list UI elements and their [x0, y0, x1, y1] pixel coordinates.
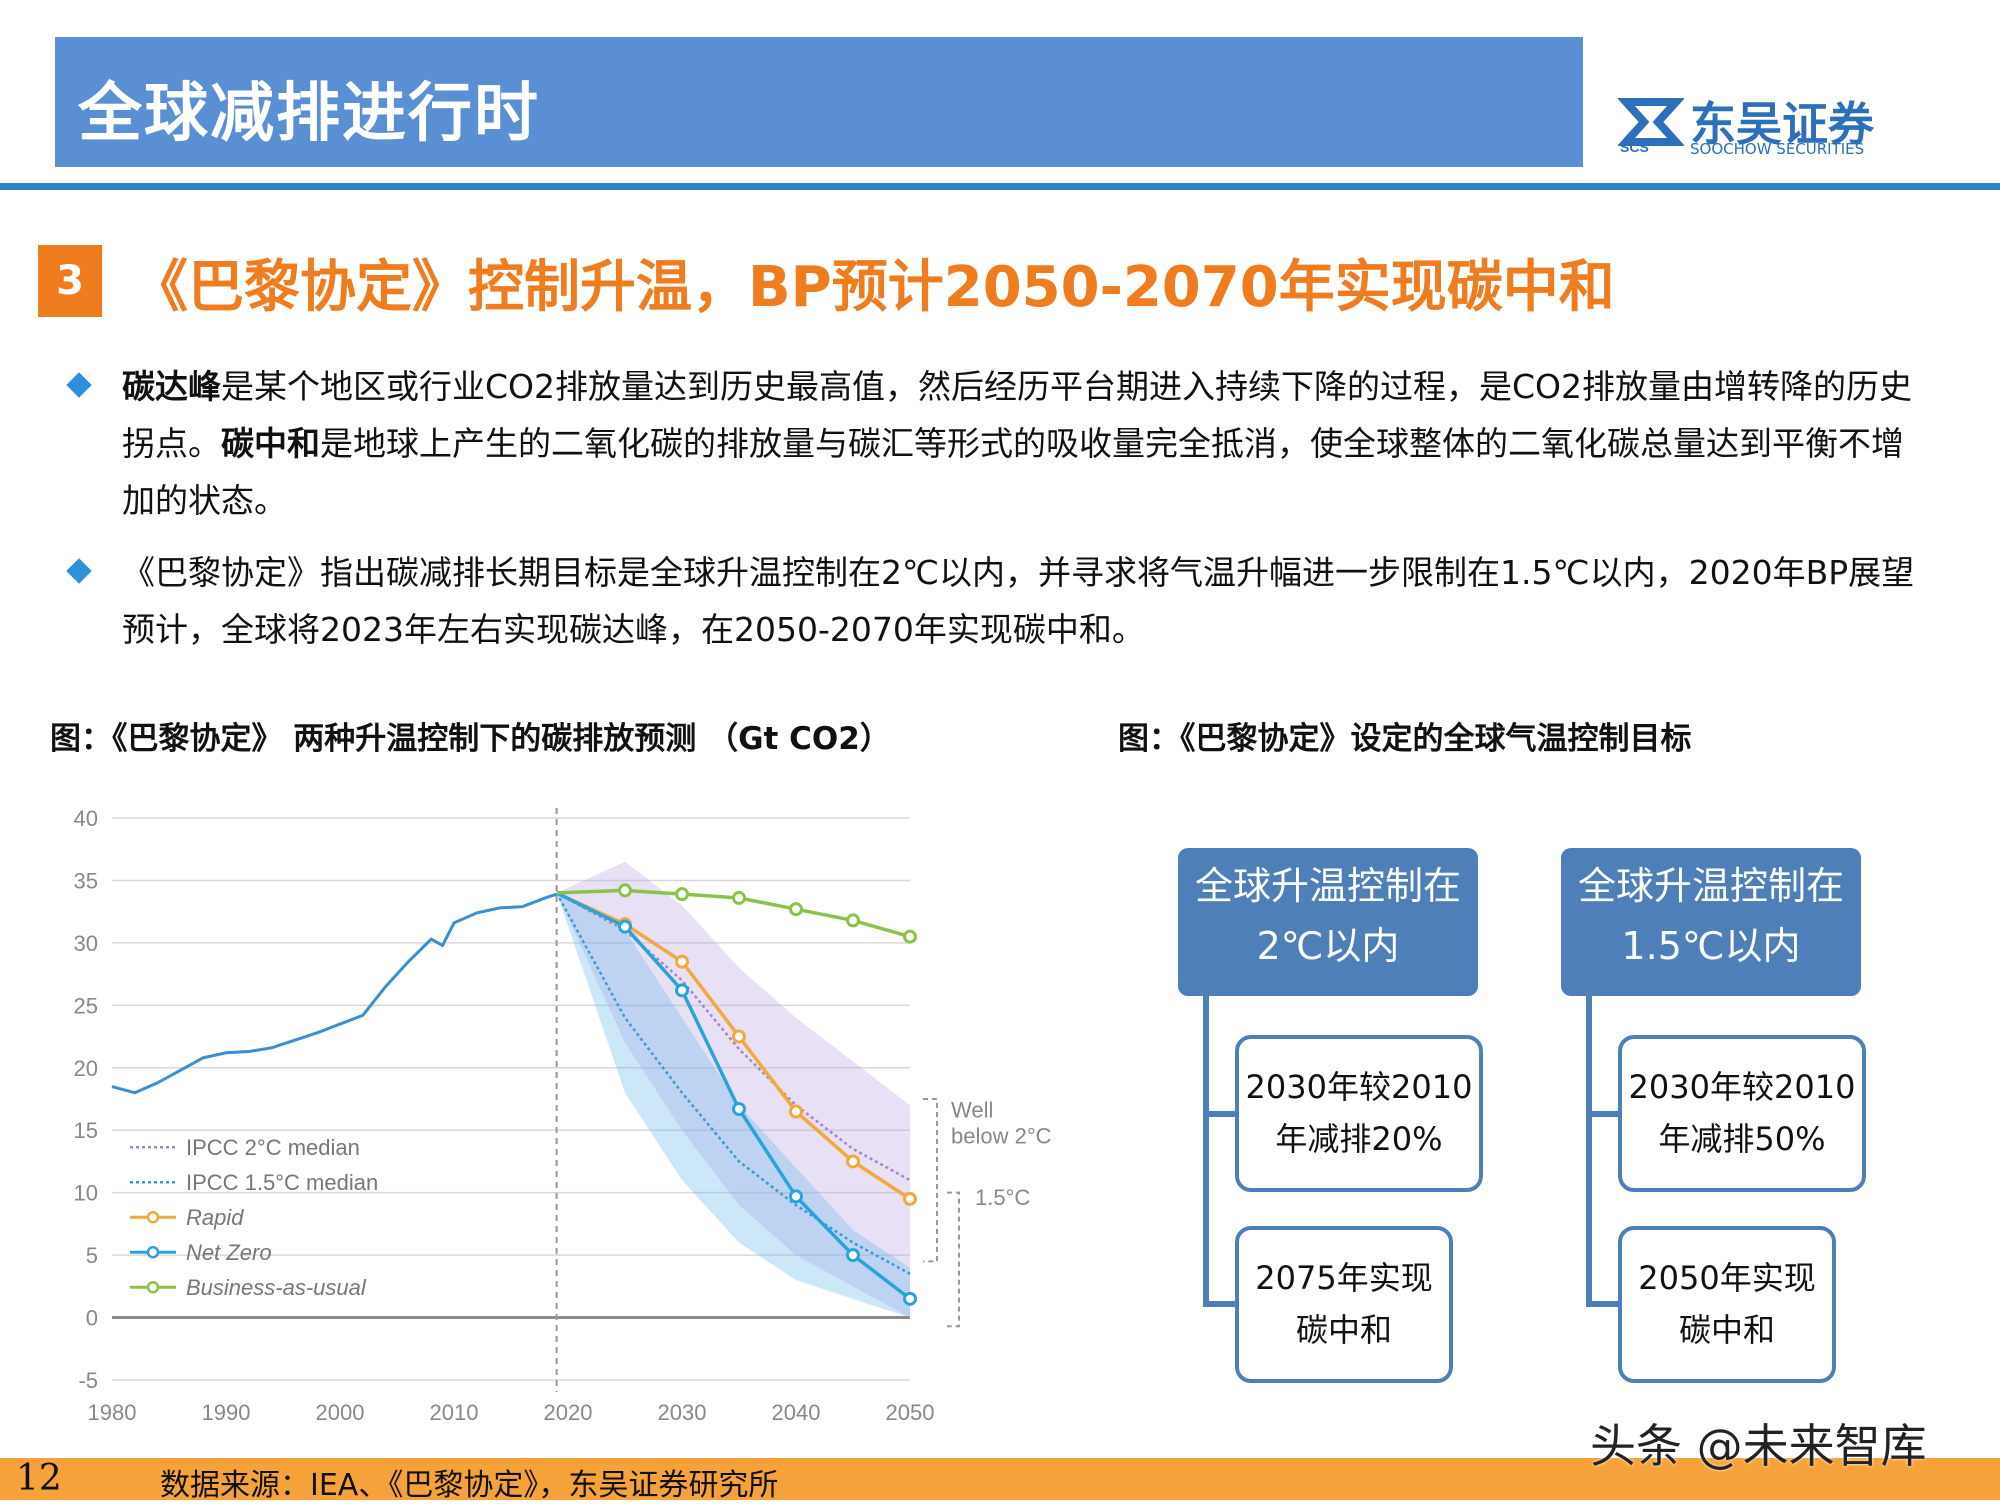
- tree-connector-left: [1203, 1301, 1237, 1307]
- target-neutral-2c-line1: 2075年实现: [1255, 1259, 1433, 1297]
- x-tick-label: 2050: [886, 1400, 935, 1425]
- x-tick-label: 2040: [772, 1400, 821, 1425]
- left-figure-caption: 图：《巴黎协定》 两种升温控制下的碳排放预测 （Gt CO2）: [50, 721, 891, 757]
- bracket-label: Well below 2°C: [951, 1098, 1052, 1149]
- bullet-paragraph-1: 碳达峰是某个地区或行业CO2排放量达到历史最高值，然后经历平台期进入持续下降的过…: [122, 358, 1932, 529]
- y-tick-label: 0: [86, 1306, 98, 1331]
- tree-connector-left: [1203, 995, 1209, 1307]
- band-2c: [556, 861, 910, 1318]
- term-neutral: 碳中和: [221, 424, 320, 463]
- legend-label: IPCC 2°C median: [186, 1135, 360, 1160]
- x-tick-label: 1980: [88, 1400, 137, 1425]
- target-2030-2c-line2: 年减排20%: [1275, 1120, 1443, 1158]
- page-number: 12: [16, 1458, 62, 1499]
- series-point: [732, 890, 746, 905]
- right-figure-caption: 图：《巴黎协定》设定的全球气温控制目标: [1118, 721, 1692, 757]
- goal-1-5c-line2: 1.5℃以内: [1621, 924, 1801, 968]
- bracket-label: 1.5°C: [975, 1185, 1030, 1210]
- definition-neutral: 是地球上产生的二氧化碳的排放量与碳汇等形式的吸收量完全抵消，使全球整体的二氧化碳…: [122, 424, 1904, 520]
- series-point: [789, 1104, 803, 1119]
- target-2030-2c: 2030年较2010 年减排20%: [1235, 1035, 1483, 1192]
- logo-mark-text: SCS: [1620, 139, 1649, 154]
- series-point: [618, 883, 632, 898]
- series-point: [732, 1101, 746, 1116]
- footer-bar: [0, 1458, 2000, 1500]
- series-point: [789, 902, 803, 917]
- bullet-diamond-icon: [66, 558, 92, 584]
- bracket-1-5c: [947, 1191, 960, 1328]
- y-tick-label: 15: [74, 1118, 98, 1143]
- target-2030-1-5c-line1: 2030年较2010: [1628, 1068, 1856, 1106]
- legend-marker: [146, 1245, 160, 1259]
- target-neutral-1-5c: 2050年实现 碳中和: [1618, 1226, 1836, 1383]
- series-point: [846, 1248, 860, 1263]
- data-source: 数据来源：IEA、《巴黎协定》，东吴证券研究所: [160, 1468, 779, 1503]
- header-bar: [55, 37, 1583, 167]
- tree-connector-left: [1203, 1111, 1237, 1117]
- x-tick-label: 2010: [430, 1400, 479, 1425]
- y-tick-label: 35: [74, 868, 98, 893]
- x-tick-label: 2020: [544, 1400, 593, 1425]
- legend-label: IPCC 1.5°C median: [186, 1170, 378, 1195]
- logo-subtext: SOOCHOW SECURITIES: [1690, 140, 1865, 158]
- x-tick-label: 1990: [202, 1400, 251, 1425]
- target-neutral-2c-line2: 碳中和: [1295, 1311, 1392, 1349]
- y-tick-label: 20: [74, 1056, 98, 1081]
- goal-box-1-5c: 全球升温控制在 1.5℃以内: [1561, 848, 1861, 996]
- series-point: [789, 1189, 803, 1204]
- tree-connector-right: [1586, 1111, 1620, 1117]
- series-point: [903, 1291, 917, 1306]
- goal-2c-line1: 全球升温控制在: [1194, 864, 1461, 908]
- term-peak: 碳达峰: [122, 367, 221, 406]
- page-title: 全球减排进行时: [78, 77, 540, 151]
- series-point: [903, 1191, 917, 1206]
- y-tick-label: 10: [74, 1181, 98, 1206]
- target-2030-1-5c: 2030年较2010 年减排50%: [1618, 1035, 1866, 1192]
- bullet-paragraph-2: 《巴黎协定》指出碳减排长期目标是全球升温控制在2℃以内，并寻求将气温升幅进一步限…: [122, 553, 1915, 649]
- x-tick-label: 2000: [316, 1400, 365, 1425]
- series-point: [846, 913, 860, 928]
- y-tick-label: 40: [74, 806, 98, 831]
- target-neutral-1-5c-line1: 2050年实现: [1638, 1259, 1816, 1297]
- legend-label: Business-as-usual: [186, 1275, 367, 1300]
- y-tick-label: 30: [74, 931, 98, 956]
- legend-marker: [146, 1210, 160, 1224]
- section-number-badge: 3: [38, 245, 102, 317]
- goal-1-5c-line1: 全球升温控制在: [1577, 864, 1844, 908]
- soochow-logo-icon: SCS: [1618, 98, 1684, 154]
- emissions-chart: -5 0 5 10 15 20 25 30 35 40 1980 1990 2000 2010 2020 20…: [74, 806, 1052, 1425]
- target-neutral-1-5c-line2: 碳中和: [1678, 1311, 1775, 1349]
- target-neutral-2c: 2075年实现 碳中和: [1235, 1226, 1453, 1383]
- series-historical-line: [111, 892, 558, 1095]
- section-title: 《巴黎协定》控制升温，BP预计2050-2070年实现碳中和: [132, 255, 1615, 320]
- legend-label: Rapid: [186, 1205, 244, 1230]
- x-tick-label: 2030: [658, 1400, 707, 1425]
- goal-2c-line2: 2℃以内: [1256, 924, 1400, 968]
- header-divider: [0, 183, 2000, 190]
- series-point: [675, 887, 689, 902]
- bullet-diamond-icon: [66, 372, 92, 398]
- y-tick-label: 25: [74, 993, 98, 1018]
- target-2030-2c-line1: 2030年较2010: [1245, 1068, 1473, 1106]
- series-point: [675, 954, 689, 969]
- definition-peak: 是某个地区或行业CO2排放量达到历史最高值，然后经历平台期进入持续下降的过程，是…: [122, 367, 1913, 463]
- legend-marker: [146, 1280, 160, 1294]
- y-tick-label: -5: [78, 1368, 98, 1393]
- tree-connector-right: [1586, 1301, 1620, 1307]
- series-point: [846, 1154, 860, 1169]
- y-tick-label: 5: [86, 1243, 98, 1268]
- series-point: [675, 983, 689, 998]
- tree-connector-right: [1586, 995, 1592, 1307]
- bracket-well-below-2c: [923, 1098, 938, 1263]
- series-point: [732, 1029, 746, 1044]
- logo-text: 东吴证券: [1690, 97, 1874, 151]
- legend-label: Net Zero: [186, 1240, 272, 1265]
- target-2030-1-5c-line2: 年减排50%: [1658, 1120, 1826, 1158]
- series-line: [555, 892, 911, 1275]
- watermark: 头条 @未来智库: [1590, 1419, 1927, 1473]
- goal-box-2c: 全球升温控制在 2℃以内: [1178, 848, 1478, 996]
- series-point: [618, 919, 632, 934]
- series-point: [903, 929, 917, 944]
